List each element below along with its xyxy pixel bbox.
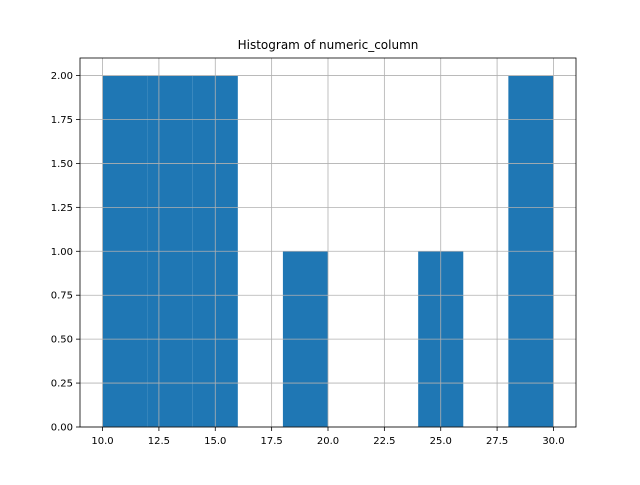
x-tick-label: 27.5 [486,436,508,447]
x-tick-label: 20.0 [317,436,339,447]
x-tick-label: 17.5 [261,436,283,447]
y-tick-label: 1.25 [51,203,73,214]
y-tick-label: 0.00 [51,423,73,434]
y-tick-label: 0.25 [51,379,73,390]
x-tick-label: 10.0 [91,436,113,447]
x-tick-label: 25.0 [430,436,452,447]
y-axis: 0.00 0.25 0.50 0.75 1.00 1.25 1.50 1.75 2.00 [51,71,80,434]
chart-title: Histogram of numeric_column [238,38,419,52]
y-tick-label: 0.75 [51,291,73,302]
grid-lines [80,58,576,428]
y-tick-label: 1.00 [51,247,73,258]
y-tick-label: 2.00 [51,71,73,82]
y-tick-label: 1.75 [51,115,73,126]
x-axis: 10.0 12.5 15.0 17.5 20.0 22.5 25.0 27.5 30.0 [91,427,565,447]
x-tick-label: 15.0 [204,436,226,447]
y-tick-label: 0.50 [51,335,73,346]
x-tick-label: 22.5 [373,436,395,447]
x-tick-label: 30.0 [542,436,564,447]
x-tick-label: 12.5 [148,436,170,447]
y-tick-label: 1.50 [51,159,73,170]
